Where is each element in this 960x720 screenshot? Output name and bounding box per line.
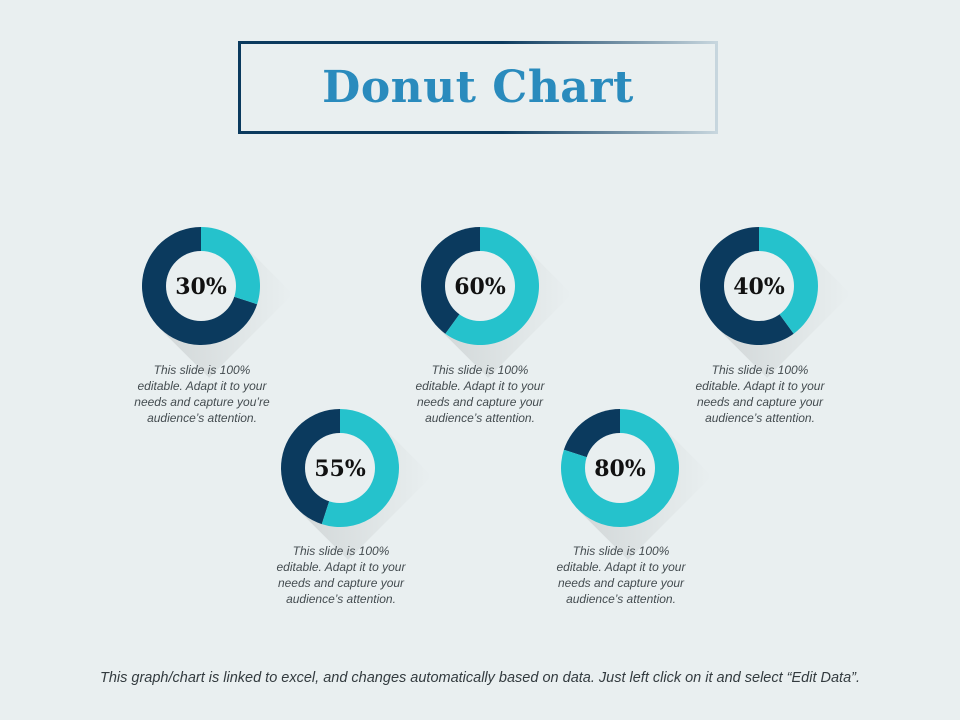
donut-1-percent-label: 30% [175, 274, 227, 300]
donut-5: 80% [561, 409, 712, 560]
donut-3-percent-label: 40% [733, 274, 785, 300]
donut-4: 55% [281, 409, 432, 560]
page-title: Donut Chart [322, 62, 634, 113]
donut-1-hole [166, 251, 236, 321]
donut-5-description: This slide is 100% editable. Adapt it to… [556, 544, 686, 606]
donut-1-description: This slide is 100% editable. Adapt it to… [134, 363, 270, 425]
donut-2-percent-label: 60% [454, 274, 506, 300]
donut-3: 40% [699, 226, 851, 378]
donut-4-hole [305, 433, 375, 503]
footer-note: This graph/chart is linked to excel, and… [99, 670, 861, 686]
title-box: Donut Chart [238, 41, 718, 134]
donut-4-description: This slide is 100% editable. Adapt it to… [276, 544, 406, 606]
donut-3-description: This slide is 100% editable. Adapt it to… [695, 363, 825, 425]
donut-2: 60% [421, 227, 572, 378]
donut-4-percent-label: 55% [314, 456, 366, 482]
donut-1: 30% [142, 227, 293, 378]
donut-3-hole [724, 251, 794, 321]
donut-5-hole [585, 433, 655, 503]
donut-2-description: This slide is 100% editable. Adapt it to… [415, 363, 545, 425]
donut-5-percent-label: 80% [594, 456, 646, 482]
donut-2-hole [445, 251, 515, 321]
